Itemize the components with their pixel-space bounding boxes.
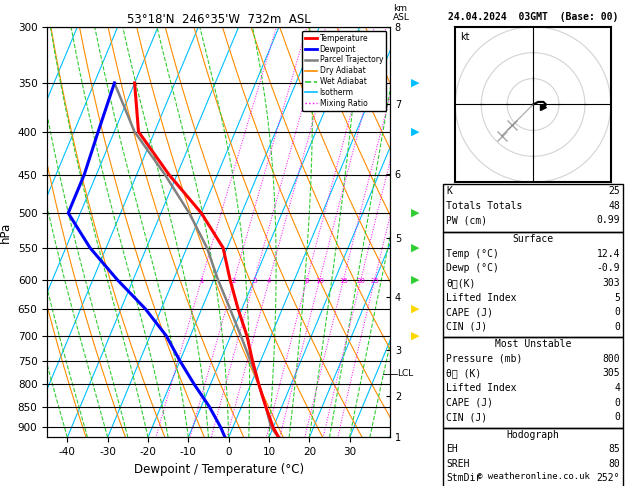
- Text: 305: 305: [603, 368, 620, 379]
- Text: 24.04.2024  03GMT  (Base: 00): 24.04.2024 03GMT (Base: 00): [448, 12, 618, 22]
- Legend: Temperature, Dewpoint, Parcel Trajectory, Dry Adiabat, Wet Adiabat, Isotherm, Mi: Temperature, Dewpoint, Parcel Trajectory…: [302, 31, 386, 111]
- Text: Lifted Index: Lifted Index: [446, 383, 516, 393]
- Text: km
ASL: km ASL: [393, 4, 410, 22]
- Text: 2: 2: [232, 278, 237, 284]
- Text: Dewp (°C): Dewp (°C): [446, 263, 499, 274]
- Text: 0: 0: [615, 398, 620, 408]
- Text: θᴄ(K): θᴄ(K): [446, 278, 476, 288]
- Text: 4: 4: [267, 278, 271, 284]
- Title: 53°18'N  246°35'W  732m  ASL: 53°18'N 246°35'W 732m ASL: [126, 13, 311, 26]
- Y-axis label: hPa: hPa: [0, 222, 12, 243]
- Text: 0: 0: [615, 307, 620, 317]
- Text: 20: 20: [356, 278, 365, 284]
- Text: CAPE (J): CAPE (J): [446, 398, 493, 408]
- Text: CIN (J): CIN (J): [446, 412, 487, 422]
- Text: StmDir: StmDir: [446, 473, 481, 484]
- Text: 80: 80: [608, 459, 620, 469]
- Text: 4: 4: [615, 383, 620, 393]
- Text: CAPE (J): CAPE (J): [446, 307, 493, 317]
- Text: Surface: Surface: [513, 234, 554, 244]
- Text: ▶: ▶: [411, 275, 420, 284]
- Text: 0: 0: [615, 322, 620, 332]
- Text: 10: 10: [315, 278, 324, 284]
- Text: 5: 5: [615, 293, 620, 303]
- Text: Most Unstable: Most Unstable: [495, 339, 571, 349]
- Text: SREH: SREH: [446, 459, 469, 469]
- X-axis label: Dewpoint / Temperature (°C): Dewpoint / Temperature (°C): [133, 463, 304, 476]
- Text: Lifted Index: Lifted Index: [446, 293, 516, 303]
- Text: -0.9: -0.9: [597, 263, 620, 274]
- Text: © weatheronline.co.uk: © weatheronline.co.uk: [477, 472, 589, 481]
- Text: 3: 3: [252, 278, 257, 284]
- Text: kt: kt: [460, 32, 470, 42]
- Text: 800: 800: [603, 354, 620, 364]
- Text: Totals Totals: Totals Totals: [446, 201, 522, 211]
- Text: Pressure (mb): Pressure (mb): [446, 354, 522, 364]
- Text: ▶: ▶: [411, 331, 420, 341]
- Text: ▶: ▶: [411, 304, 420, 314]
- Text: 25: 25: [370, 278, 379, 284]
- Text: 303: 303: [603, 278, 620, 288]
- Text: 12.4: 12.4: [597, 249, 620, 259]
- Text: 15: 15: [339, 278, 348, 284]
- Text: Temp (°C): Temp (°C): [446, 249, 499, 259]
- Text: ▶: ▶: [411, 243, 420, 253]
- Text: 0.99: 0.99: [597, 215, 620, 226]
- Text: ▶: ▶: [411, 208, 420, 218]
- Text: 0: 0: [615, 412, 620, 422]
- Text: θᴄ (K): θᴄ (K): [446, 368, 481, 379]
- Text: 85: 85: [608, 444, 620, 454]
- Text: 48: 48: [608, 201, 620, 211]
- Text: Hodograph: Hodograph: [506, 430, 560, 440]
- Text: LCL: LCL: [397, 369, 413, 378]
- Text: 8: 8: [304, 278, 309, 284]
- Text: K: K: [446, 186, 452, 196]
- Text: ▶: ▶: [411, 78, 420, 88]
- Text: PW (cm): PW (cm): [446, 215, 487, 226]
- Text: CIN (J): CIN (J): [446, 322, 487, 332]
- Text: 1: 1: [199, 278, 204, 284]
- Text: 252°: 252°: [597, 473, 620, 484]
- Text: EH: EH: [446, 444, 458, 454]
- Text: ▶: ▶: [411, 127, 420, 137]
- Text: 25: 25: [608, 186, 620, 196]
